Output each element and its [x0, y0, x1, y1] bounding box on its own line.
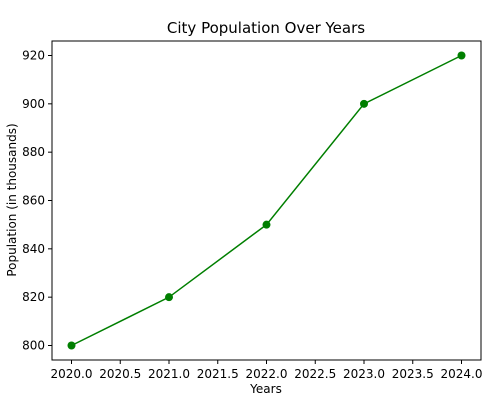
x-tick-label: 2023.0	[343, 367, 385, 381]
data-point	[262, 220, 271, 229]
y-axis-ticks: 800 820 840 860 880 900 920	[22, 49, 52, 353]
y-axis-label: Population (in thousands)	[5, 123, 19, 276]
x-tick-label: 2023.5	[392, 367, 434, 381]
x-tick-label: 2022.0	[246, 367, 288, 381]
y-tick-label: 880	[22, 145, 45, 159]
data-point	[457, 51, 466, 60]
y-tick-label: 860	[22, 194, 45, 208]
data-point	[360, 99, 368, 108]
chart-title: City Population Over Years	[167, 19, 365, 37]
data-point	[67, 341, 76, 350]
plot-frame	[51, 40, 482, 361]
x-tick-label: 2020.0	[51, 367, 93, 381]
y-tick-label: 820	[22, 290, 45, 304]
y-tick-label: 920	[22, 49, 45, 63]
x-axis-label: Years	[249, 382, 282, 396]
y-tick-label: 900	[22, 97, 45, 111]
x-tick-label: 2021.5	[197, 367, 239, 381]
data-point	[165, 293, 173, 302]
y-tick-label: 800	[22, 339, 45, 353]
x-tick-label: 2022.5	[294, 367, 336, 381]
y-tick-label: 840	[22, 242, 45, 256]
series-layer	[67, 51, 466, 350]
x-tick-label: 2020.5	[99, 367, 141, 381]
x-axis-ticks: 2020.0 2020.5 2021.0 2021.5 2022.0 2022.5 2023…	[51, 360, 483, 381]
x-tick-label: 2021.0	[148, 367, 190, 381]
x-tick-label: 2024.0	[441, 367, 483, 381]
